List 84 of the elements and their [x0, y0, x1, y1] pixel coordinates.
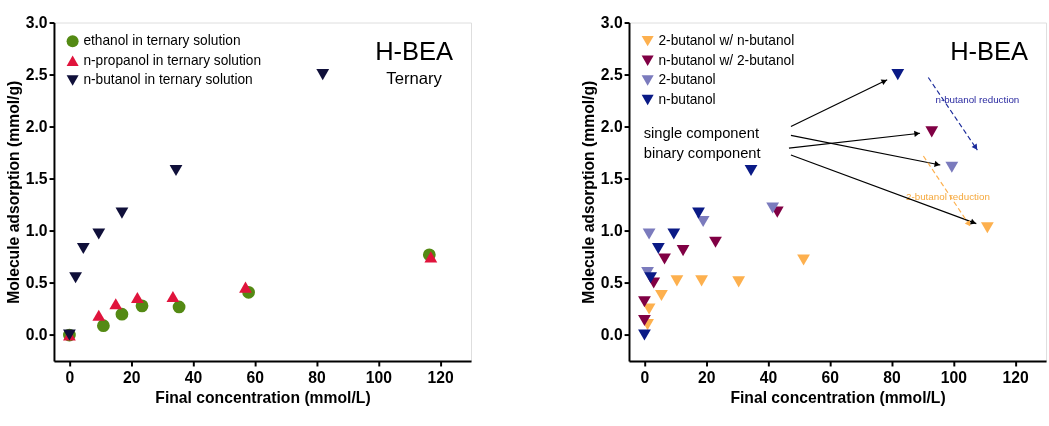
point	[130, 291, 144, 304]
y-tick-label: 0.0	[600, 326, 623, 344]
y-axis-title: Molecule adsorption (mmol/g)	[579, 80, 597, 304]
point	[92, 309, 106, 321]
y-tick-label: 1.5	[600, 170, 623, 188]
point	[638, 329, 651, 341]
point	[166, 290, 180, 303]
x-tick-label: 40	[184, 369, 203, 387]
annotation: 2-butanol reduction	[905, 191, 990, 203]
point	[696, 215, 710, 228]
legend-label: n-butanol	[658, 91, 716, 107]
x-tick-label: 80	[883, 369, 902, 387]
x-tick-label: 100	[940, 369, 968, 387]
point	[667, 228, 681, 240]
annotation: binary component	[643, 144, 761, 161]
legend-label: 2-butanol	[658, 72, 716, 88]
y-tick-label: 1.0	[600, 222, 623, 240]
point	[670, 275, 684, 287]
x-tick-label: 0	[640, 369, 650, 387]
point	[732, 276, 746, 288]
x-axis-title: Final concentration (mmol/L)	[730, 388, 946, 406]
point	[109, 298, 123, 310]
point	[945, 161, 959, 173]
y-tick-label: 0.5	[25, 274, 48, 292]
y-axis-title: Molecule adsorption (mmol/g)	[4, 80, 22, 304]
point	[709, 236, 722, 248]
point	[744, 164, 758, 176]
point	[638, 314, 651, 326]
point	[766, 202, 780, 214]
point	[76, 243, 90, 255]
y-tick-label: 3.0	[600, 13, 623, 31]
annotation: H-BEA	[375, 36, 454, 65]
y-tick-label: 2.5	[25, 66, 48, 84]
point	[655, 289, 668, 301]
legend-label: ethanol in ternary solution	[83, 33, 241, 49]
x-tick-label: 0	[65, 369, 75, 387]
x-tick-label: 60	[821, 369, 840, 387]
y-tick-label: 3.0	[25, 13, 48, 31]
legend-label: n-butanol w/ 2-butanol	[658, 52, 795, 68]
point	[97, 319, 110, 333]
y-tick-label: 1.0	[25, 222, 48, 240]
point	[925, 126, 939, 138]
point	[891, 69, 905, 81]
x-tick-label: 60	[246, 369, 265, 387]
point	[642, 228, 656, 240]
y-tick-label: 0.0	[25, 326, 48, 344]
point	[69, 272, 82, 284]
point	[169, 164, 183, 176]
x-tick-label: 20	[698, 369, 716, 387]
x-tick-label: 120	[1002, 369, 1030, 387]
y-tick-label: 2.0	[25, 118, 48, 136]
x-tick-label: 40	[759, 369, 778, 387]
x-tick-label: 100	[365, 369, 393, 387]
annotation: single component	[643, 125, 759, 142]
y-tick-label: 1.5	[25, 170, 48, 188]
point	[980, 222, 994, 234]
point	[651, 243, 665, 255]
legend-label: n-butanol in ternary solution	[83, 72, 253, 88]
point	[115, 207, 129, 219]
annotation: Ternary	[386, 69, 443, 89]
point	[676, 245, 690, 257]
point	[638, 296, 651, 308]
point	[239, 281, 252, 293]
y-tick-label: 0.5	[600, 274, 623, 292]
x-axis-title: Final concentration (mmol/L)	[155, 388, 371, 406]
x-tick-label: 120	[427, 369, 454, 387]
point	[642, 303, 656, 315]
point	[316, 69, 330, 81]
y-tick-label: 2.0	[600, 118, 623, 136]
annotation: H-BEA	[950, 36, 1029, 65]
point	[115, 307, 129, 321]
point	[797, 254, 810, 266]
point	[172, 300, 186, 314]
x-tick-label: 80	[308, 369, 327, 387]
point	[692, 207, 705, 219]
point	[695, 275, 708, 287]
point	[644, 272, 658, 284]
y-tick-label: 2.5	[600, 66, 623, 84]
point	[92, 228, 106, 240]
x-tick-label: 20	[122, 369, 141, 387]
point	[658, 253, 671, 265]
annotation: n-butanol reduction	[935, 93, 1020, 105]
legend-label: 2-butanol w/ n-butanol	[658, 33, 795, 49]
legend-label: n-propanol in ternary solution	[83, 52, 262, 68]
